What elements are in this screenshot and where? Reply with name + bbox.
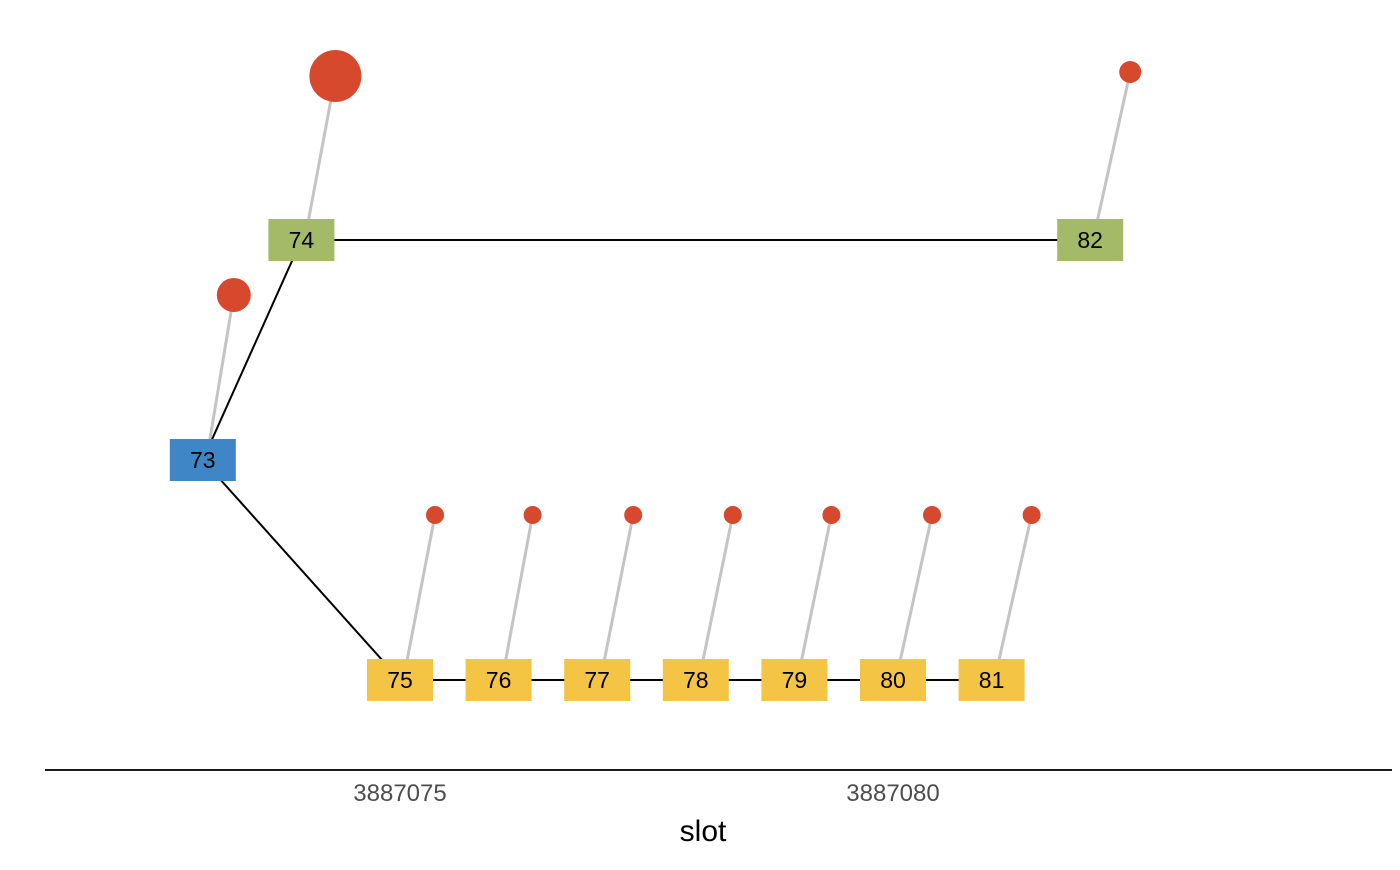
attestation-dot-81 [1022, 506, 1041, 524]
block-label-79: 79 [782, 667, 808, 693]
attestation-stem-79 [798, 514, 833, 667]
x-axis-tick-label-3887075: 3887075 [353, 780, 446, 807]
block-74 [268, 219, 335, 261]
attestation-dot-75 [426, 506, 444, 524]
block-81 [958, 659, 1025, 701]
block-label-81: 81 [979, 667, 1005, 693]
block-76 [465, 659, 532, 701]
attestation-stem-78 [700, 514, 735, 667]
block-80 [860, 659, 926, 701]
block-label-77: 77 [584, 667, 610, 693]
attestation-dot-79 [822, 506, 841, 524]
block-75 [367, 659, 433, 701]
attestation-stem-75 [404, 514, 437, 667]
chain-edge-73-75 [202, 459, 401, 681]
attestation-stem-73 [207, 294, 236, 447]
block-label-73: 73 [190, 447, 216, 473]
attestation-dot-82 [1119, 61, 1142, 83]
attestation-dot-80 [923, 506, 941, 524]
attestation-stem-82 [1094, 71, 1132, 227]
attestation-dot-76 [523, 506, 542, 524]
plot-content-layer: 73 74 75 76 77 78 79 80 81 82 [169, 50, 1142, 701]
x-axis-title: slot [680, 815, 727, 848]
block-73 [169, 439, 236, 481]
block-label-75: 75 [387, 667, 413, 693]
block-label-78: 78 [683, 667, 709, 693]
chain-edge-73-74 [201, 239, 303, 461]
attestation-dot-74 [309, 50, 362, 102]
block-79 [761, 659, 828, 701]
block-78 [662, 659, 729, 701]
attestation-stem-76 [503, 514, 535, 667]
block-82 [1057, 219, 1124, 261]
block-label-80: 80 [880, 667, 906, 693]
block-77 [564, 659, 631, 701]
block-label-76: 76 [486, 667, 512, 693]
block-label-74: 74 [289, 227, 315, 253]
attestation-stem-77 [601, 514, 635, 667]
attestation-dot-73 [216, 278, 251, 312]
x-axis-tick-label-3887080: 3887080 [846, 780, 939, 807]
attestation-dot-77 [624, 506, 643, 524]
attestation-stem-81 [996, 514, 1034, 667]
attestation-stem-80 [897, 514, 934, 667]
attestation-dot-78 [723, 506, 742, 524]
block-label-82: 82 [1077, 227, 1103, 253]
